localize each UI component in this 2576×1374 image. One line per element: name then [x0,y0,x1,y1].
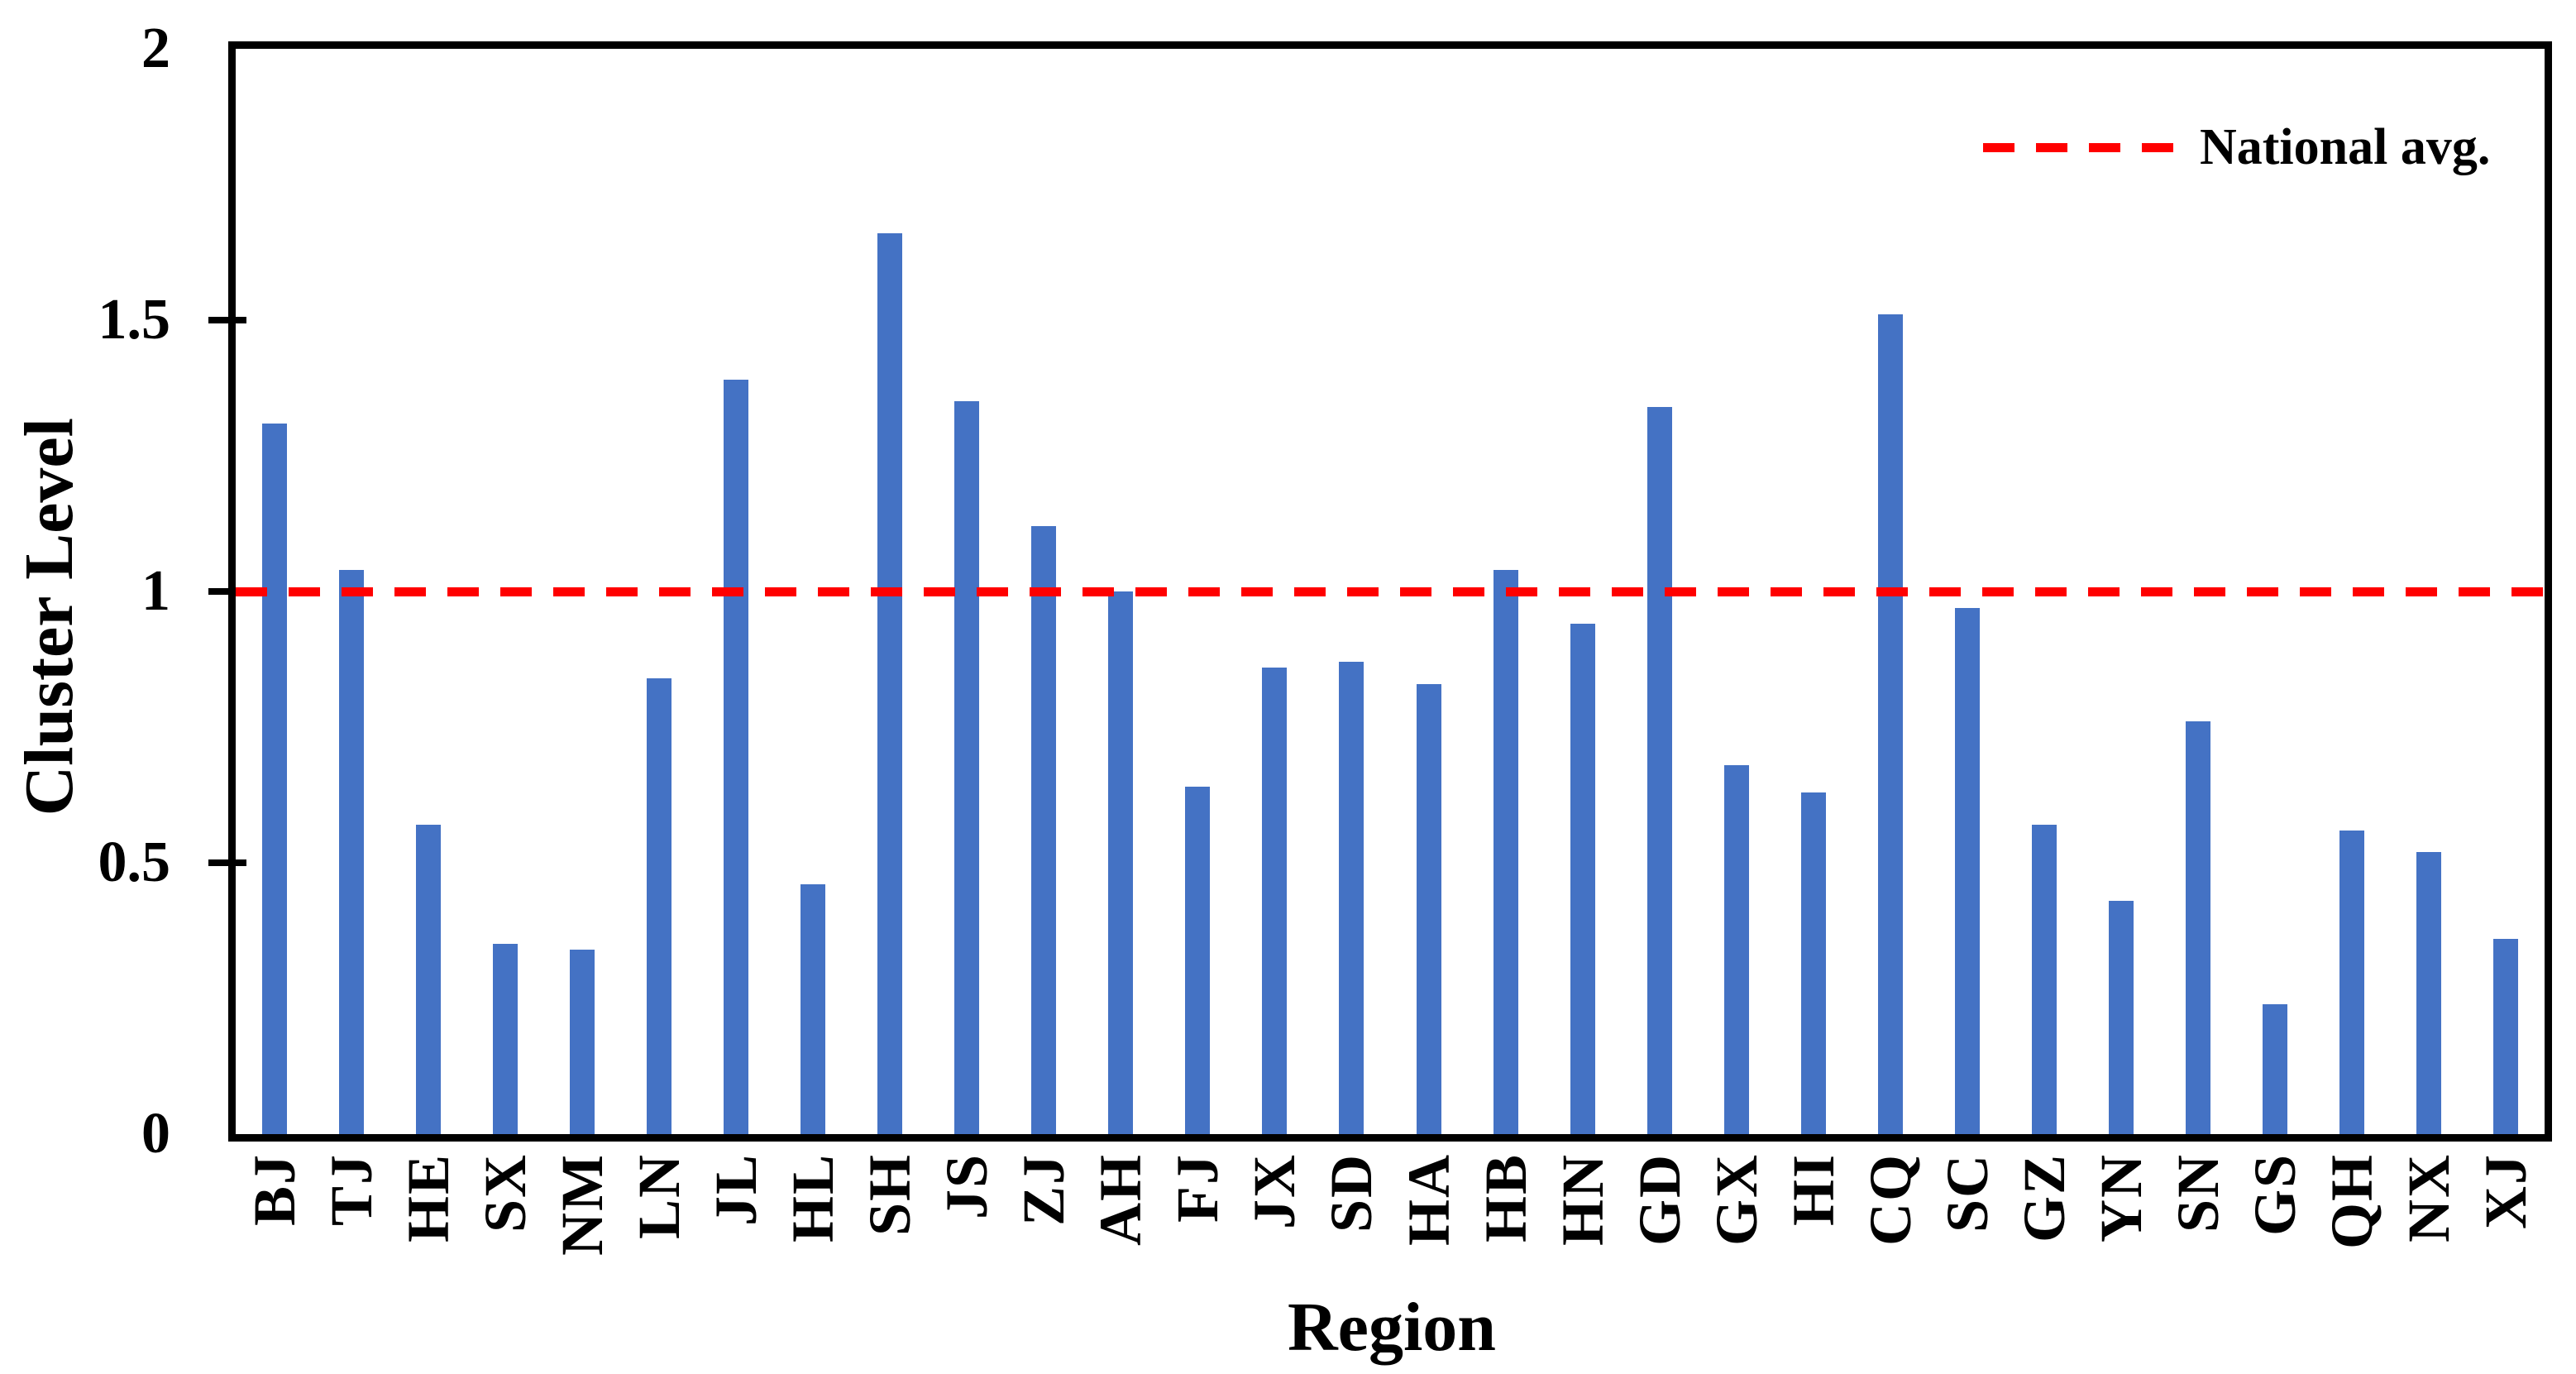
bar-CQ [1877,314,1903,1134]
bar-GS [2263,1003,2288,1134]
x-tick-label-GD: GD [1626,1153,1693,1246]
x-tick-label-ZJ: ZJ [1011,1153,1078,1227]
y-tick-label-1.5: 1.5 [98,288,171,352]
x-tick-label-JS: JS [934,1153,1001,1220]
bar-HE [415,825,441,1134]
x-tick-label-GS: GS [2242,1153,2309,1237]
legend: National avg. [1983,114,2490,180]
y-tick-label-1: 1 [141,559,170,623]
x-tick-label-BJ: BJ [241,1153,308,1227]
x-tick-label-NX: NX [2396,1153,2463,1242]
bar-SH [877,233,903,1134]
x-tick-label-HN: HN [1549,1153,1616,1246]
x-axis-title: Region [1288,1289,1496,1366]
x-tick-label-NM: NM [548,1153,615,1256]
x-tick-label-QH: QH [2319,1153,2386,1250]
legend-dashed-line-icon [1983,142,2182,152]
bar-HL [801,884,825,1134]
x-tick-label-LN: LN [625,1153,692,1240]
bar-BJ [261,423,287,1134]
bar-GD [1646,406,1672,1134]
x-tick-label-GX: GX [1703,1153,1770,1246]
y-tick-label-0.5: 0.5 [98,831,171,894]
bar-NM [569,949,595,1134]
x-tick-label-CQ: CQ [1857,1153,1924,1246]
bar-AH [1108,591,1134,1134]
bar-GX [1723,764,1749,1134]
x-tick-label-SX: SX [471,1153,538,1233]
bar-JS [954,401,980,1134]
bar-SN [2186,721,2211,1134]
bar-HN [1570,624,1595,1134]
bar-XJ [2493,938,2519,1134]
legend-national-avg-label: National avg. [2200,118,2491,175]
bar-SX [492,944,518,1134]
x-tick-label-HE: HE [394,1153,461,1243]
x-tick-label-HA: HA [1395,1153,1462,1246]
x-tick-label-XJ: XJ [2473,1153,2540,1229]
national-average-line [236,586,2545,596]
bar-TJ [338,569,364,1134]
bar-YN [2109,900,2134,1134]
y-tick-mark [208,317,246,323]
bar-SC [1955,607,1980,1134]
y-tick-mark [208,588,246,595]
bar-HI [1800,792,1826,1134]
bar-HB [1493,569,1518,1134]
bar-QH [2339,830,2365,1134]
bar-GZ [2032,825,2057,1134]
x-tick-label-YN: YN [2088,1153,2155,1242]
x-tick-label-TJ: TJ [318,1153,385,1227]
y-tick-label-2: 2 [141,17,170,80]
x-tick-label-HB: HB [1472,1153,1539,1243]
x-tick-label-SD: SD [1318,1153,1385,1233]
x-tick-label-SH: SH [857,1153,924,1237]
x-tick-label-AH: AH [1087,1153,1154,1246]
x-tick-label-JL: JL [702,1153,769,1227]
x-tick-label-SC: SC [1934,1153,2000,1233]
bar-LN [646,677,671,1134]
x-tick-label-JX: JX [1241,1153,1308,1229]
x-tick-label-FJ: FJ [1164,1153,1231,1223]
bar-HA [1416,683,1441,1134]
x-tick-label-GZ: GZ [2011,1153,2078,1243]
bar-SD [1339,662,1364,1134]
plot-area [228,41,2552,1142]
x-tick-label-HI: HI [1780,1153,1847,1227]
bar-JX [1262,667,1288,1134]
bar-JL [723,380,748,1134]
bar-FJ [1185,787,1211,1134]
bar-ZJ [1031,526,1057,1134]
y-tick-label-0: 0 [141,1102,170,1166]
y-tick-mark [208,859,246,866]
x-tick-label-HL: HL [780,1153,846,1243]
bar-NX [2416,851,2442,1134]
x-tick-label-SN: SN [2165,1153,2232,1233]
